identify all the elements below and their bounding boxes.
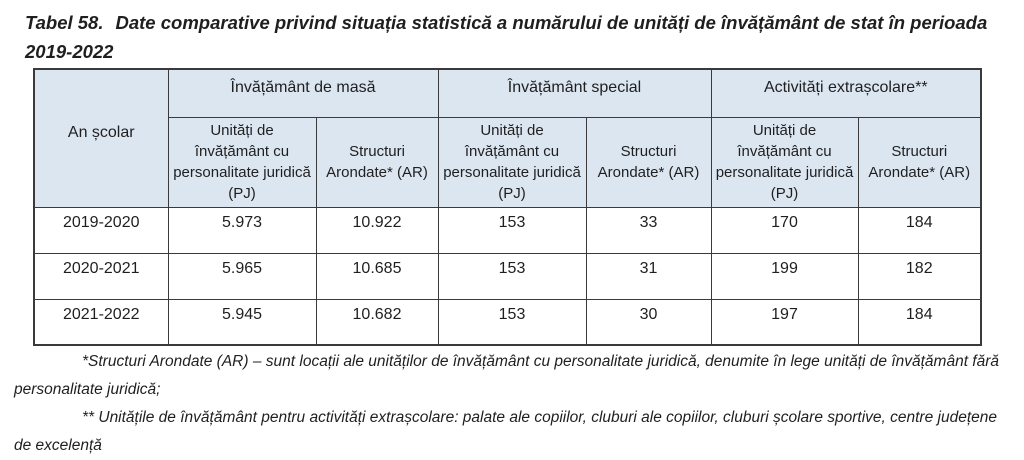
value-cell: 10.685 — [315, 252, 439, 300]
table-header: An școlar Învățământ de masă Învățământ … — [33, 68, 982, 208]
value-cell: 10.682 — [315, 298, 439, 346]
sub-header-masa-pj: Unități de învățământ cu personalitate j… — [167, 116, 317, 208]
table-body: 2019-2020 5.973 10.922 153 33 170 184 20… — [33, 206, 982, 346]
footnote-structuri-arondate: *Structuri Arondate (AR) – sunt locații … — [14, 353, 1000, 398]
statistics-table: An școlar Învățământ de masă Învățământ … — [33, 68, 982, 346]
value-cell: 170 — [710, 206, 859, 254]
table-number-label: Tabel 58. — [25, 12, 104, 33]
sub-header-special-ar: Structuri Arondate* (AR) — [585, 116, 712, 208]
group-header-activitati-extrascolare: Activități extrașcolare** — [710, 68, 982, 118]
value-cell: 153 — [437, 252, 587, 300]
value-cell: 5.945 — [167, 298, 317, 346]
table-row: 2020-2021 5.965 10.685 153 31 199 182 — [33, 252, 982, 300]
table-row: 2021-2022 5.945 10.682 153 30 197 184 — [33, 298, 982, 346]
table-title-text: Date comparative privind situația statis… — [25, 12, 988, 62]
table-row: 2019-2020 5.973 10.922 153 33 170 184 — [33, 206, 982, 254]
value-cell: 30 — [585, 298, 712, 346]
value-cell: 184 — [857, 298, 982, 346]
value-cell: 182 — [857, 252, 982, 300]
group-header-invatamant-special: Învățământ special — [437, 68, 712, 118]
value-cell: 5.973 — [167, 206, 317, 254]
value-cell: 31 — [585, 252, 712, 300]
year-cell: 2019-2020 — [33, 206, 169, 254]
page-title: Tabel 58. Date comparative privind situaț… — [25, 8, 1015, 66]
table-group-header-row: An școlar Învățământ de masă Învățământ … — [33, 68, 982, 208]
value-cell: 197 — [710, 298, 859, 346]
value-cell: 199 — [710, 252, 859, 300]
group-header-invatamant-masa: Învățământ de masă — [167, 68, 439, 118]
sub-header-extrascolare-pj: Unități de învățământ cu personalitate j… — [710, 116, 859, 208]
footnote-activitati-extrascolare: ** Unitățile de învățământ pentru activi… — [14, 409, 997, 454]
value-cell: 33 — [585, 206, 712, 254]
value-cell: 153 — [437, 206, 587, 254]
year-cell: 2020-2021 — [33, 252, 169, 300]
column-header-year: An școlar — [33, 68, 169, 208]
value-cell: 153 — [437, 298, 587, 346]
value-cell: 10.922 — [315, 206, 439, 254]
year-cell: 2021-2022 — [33, 298, 169, 346]
sub-header-masa-ar: Structuri Arondate* (AR) — [315, 116, 439, 208]
value-cell: 184 — [857, 206, 982, 254]
sub-header-extrascolare-ar: Structuri Arondate* (AR) — [857, 116, 982, 208]
table-sub-header-row: Unități de învățământ cu personalitate j… — [34, 116, 982, 208]
sub-header-special-pj: Unități de învățământ cu personalitate j… — [437, 116, 587, 208]
footnotes: *Structuri Arondate (AR) – sunt locații … — [14, 348, 1009, 460]
value-cell: 5.965 — [167, 252, 317, 300]
